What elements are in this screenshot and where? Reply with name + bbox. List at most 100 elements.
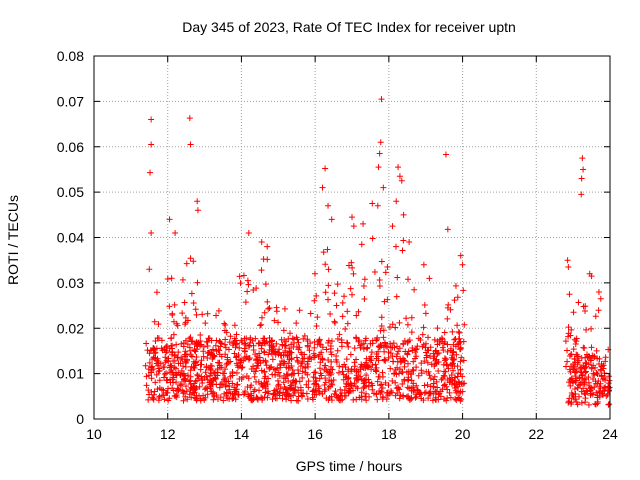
data-point bbox=[419, 331, 426, 338]
data-point bbox=[295, 339, 302, 346]
data-point bbox=[149, 356, 156, 363]
data-point bbox=[410, 380, 417, 387]
data-point bbox=[364, 344, 371, 351]
data-point bbox=[175, 349, 182, 356]
data-point bbox=[171, 301, 178, 308]
data-point bbox=[235, 364, 242, 371]
data-point bbox=[218, 380, 225, 387]
data-point bbox=[162, 354, 169, 361]
data-point bbox=[195, 375, 202, 382]
data-point bbox=[578, 369, 585, 376]
data-point bbox=[397, 392, 404, 399]
data-point bbox=[242, 299, 249, 306]
data-point bbox=[264, 394, 271, 401]
data-point bbox=[389, 344, 396, 351]
data-point bbox=[457, 344, 464, 351]
data-point bbox=[204, 391, 211, 398]
data-point bbox=[394, 274, 401, 281]
data-point bbox=[229, 395, 236, 402]
data-point bbox=[579, 155, 586, 162]
data-point bbox=[196, 383, 203, 390]
data-point bbox=[425, 395, 432, 402]
data-point bbox=[351, 345, 358, 352]
data-point bbox=[182, 383, 189, 390]
data-point bbox=[592, 364, 599, 371]
data-point bbox=[599, 392, 606, 399]
data-point bbox=[321, 381, 328, 388]
data-point bbox=[327, 349, 334, 356]
data-point bbox=[215, 307, 222, 314]
data-point bbox=[190, 258, 197, 265]
data-point bbox=[460, 357, 467, 364]
data-point bbox=[219, 370, 226, 377]
data-point bbox=[152, 338, 159, 345]
data-point bbox=[348, 368, 355, 375]
data-point bbox=[390, 358, 397, 365]
data-point bbox=[231, 322, 238, 329]
data-point bbox=[271, 317, 278, 324]
data-point bbox=[302, 369, 309, 376]
data-point bbox=[342, 326, 349, 333]
data-point bbox=[346, 388, 353, 395]
data-point bbox=[206, 372, 213, 379]
data-point bbox=[171, 352, 178, 359]
data-point bbox=[444, 341, 451, 348]
data-point bbox=[169, 342, 176, 349]
data-point bbox=[287, 385, 294, 392]
data-point bbox=[227, 333, 234, 340]
x-tick-label: 20 bbox=[455, 426, 471, 442]
data-point bbox=[380, 184, 387, 191]
data-point bbox=[432, 396, 439, 403]
data-point bbox=[217, 339, 224, 346]
data-point bbox=[315, 353, 322, 360]
data-point bbox=[286, 356, 293, 363]
data-point bbox=[575, 299, 582, 306]
data-point bbox=[352, 383, 359, 390]
data-point bbox=[593, 347, 600, 354]
data-point bbox=[229, 370, 236, 377]
data-point bbox=[393, 198, 400, 205]
data-point bbox=[218, 364, 225, 371]
data-point bbox=[213, 392, 220, 399]
data-point bbox=[369, 235, 376, 242]
data-point bbox=[570, 346, 577, 353]
data-point bbox=[187, 367, 194, 374]
data-point bbox=[311, 344, 318, 351]
data-point bbox=[304, 360, 311, 367]
x-tick-label: 16 bbox=[307, 426, 323, 442]
data-point bbox=[310, 350, 317, 357]
data-point bbox=[198, 361, 205, 368]
data-point bbox=[341, 293, 348, 300]
data-point bbox=[344, 320, 351, 327]
data-point bbox=[171, 357, 178, 364]
data-point bbox=[380, 394, 387, 401]
data-point bbox=[345, 374, 352, 381]
data-point bbox=[335, 393, 342, 400]
data-point bbox=[173, 394, 180, 401]
data-point bbox=[177, 381, 184, 388]
data-point bbox=[224, 354, 231, 361]
data-point bbox=[169, 311, 176, 318]
data-point bbox=[275, 382, 282, 389]
data-point bbox=[564, 347, 571, 354]
data-point bbox=[314, 314, 321, 321]
data-point bbox=[396, 386, 403, 393]
data-point bbox=[190, 364, 197, 371]
data-point bbox=[388, 387, 395, 394]
data-point bbox=[399, 380, 406, 387]
data-point bbox=[375, 357, 382, 364]
data-point bbox=[268, 350, 275, 357]
data-point bbox=[148, 116, 155, 123]
data-point bbox=[258, 267, 265, 274]
data-point bbox=[319, 184, 326, 191]
data-point bbox=[441, 396, 448, 403]
data-point bbox=[439, 375, 446, 382]
data-point bbox=[392, 324, 399, 331]
data-point bbox=[288, 363, 295, 370]
data-point bbox=[327, 311, 334, 318]
data-point bbox=[378, 258, 385, 265]
data-point bbox=[591, 353, 598, 360]
data-point bbox=[220, 397, 227, 404]
